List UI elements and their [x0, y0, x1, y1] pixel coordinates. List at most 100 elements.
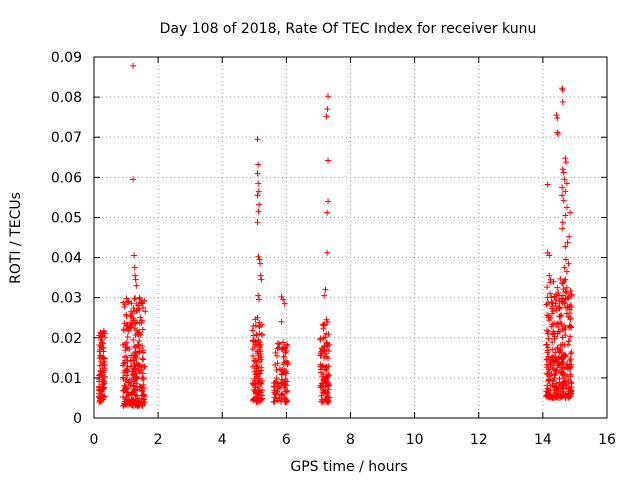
data-point: [325, 382, 332, 389]
data-point: [568, 291, 575, 298]
data-point: [324, 106, 331, 113]
data-point: [562, 159, 569, 166]
data-point: [544, 181, 551, 188]
data-points: [95, 62, 575, 409]
data-point: [563, 204, 570, 211]
data-point: [132, 387, 139, 394]
data-point: [563, 363, 570, 370]
data-point: [136, 348, 143, 355]
data-point: [566, 306, 573, 313]
data-point: [101, 361, 108, 368]
data-point: [567, 316, 574, 323]
x-tick-label: 14: [534, 432, 552, 448]
data-point: [562, 243, 569, 250]
data-point: [255, 292, 262, 299]
data-point: [134, 384, 141, 391]
data-point: [127, 319, 134, 326]
data-point: [280, 296, 287, 303]
data-point: [274, 340, 281, 347]
data-point: [324, 379, 331, 386]
data-point: [557, 319, 564, 326]
x-tick-label: 0: [90, 432, 99, 448]
data-point: [257, 272, 264, 279]
data-point: [131, 264, 138, 271]
data-point: [557, 275, 564, 282]
data-point: [249, 337, 256, 344]
data-point: [135, 302, 142, 309]
data-point: [318, 366, 325, 373]
data-point: [132, 365, 139, 372]
data-point: [121, 369, 128, 376]
data-point: [559, 98, 566, 105]
data-point: [544, 312, 551, 319]
data-point: [130, 176, 137, 183]
data-point: [322, 395, 329, 402]
data-point: [556, 379, 563, 386]
data-point: [548, 294, 555, 301]
data-point: [325, 331, 332, 338]
data-point: [549, 310, 556, 317]
data-point: [270, 398, 277, 405]
data-point: [121, 304, 128, 311]
y-tick-label: 0.09: [51, 50, 82, 66]
data-point: [133, 401, 140, 408]
data-point: [256, 256, 263, 263]
data-point: [546, 279, 553, 286]
data-point: [549, 300, 556, 307]
data-point: [101, 373, 108, 380]
data-point: [549, 364, 556, 371]
data-point: [326, 394, 333, 401]
data-point: [96, 348, 103, 355]
data-point: [120, 374, 127, 381]
data-point: [127, 363, 134, 370]
data-point: [555, 328, 562, 335]
data-point: [137, 314, 144, 321]
data-point: [559, 86, 566, 93]
data-point: [322, 378, 329, 385]
data-point: [320, 371, 327, 378]
data-point: [255, 337, 262, 344]
data-point: [254, 389, 261, 396]
data-point: [566, 233, 573, 240]
data-point: [134, 330, 141, 337]
data-point: [567, 333, 574, 340]
data-point: [256, 201, 263, 208]
data-point: [547, 382, 554, 389]
data-point: [321, 343, 328, 350]
data-point: [564, 373, 571, 380]
data-point: [557, 393, 564, 400]
data-point: [551, 383, 558, 390]
data-point: [131, 343, 138, 350]
data-point: [252, 322, 259, 329]
data-point: [561, 364, 568, 371]
data-point: [324, 209, 331, 216]
data-point: [565, 303, 572, 310]
data-point: [128, 308, 135, 315]
data-point: [258, 364, 265, 371]
data-point: [142, 308, 149, 315]
data-point: [123, 394, 130, 401]
data-point: [544, 284, 551, 291]
data-point: [320, 383, 327, 390]
data-point: [554, 131, 561, 138]
data-point: [127, 312, 134, 319]
data-point: [555, 359, 562, 366]
data-point: [317, 384, 324, 391]
data-point: [282, 344, 289, 351]
data-point: [121, 353, 128, 360]
data-point: [255, 161, 262, 168]
data-point: [551, 384, 558, 391]
data-point: [550, 377, 557, 384]
data-point: [270, 383, 277, 390]
data-point: [284, 387, 291, 394]
data-point: [560, 296, 567, 303]
data-point: [321, 292, 328, 299]
data-point: [129, 402, 136, 409]
y-tick-label: 0.04: [51, 251, 82, 267]
data-point: [567, 364, 574, 371]
data-point: [139, 363, 146, 370]
data-point: [320, 325, 327, 332]
data-point: [127, 324, 134, 331]
data-point: [559, 225, 566, 232]
data-point: [255, 375, 262, 382]
